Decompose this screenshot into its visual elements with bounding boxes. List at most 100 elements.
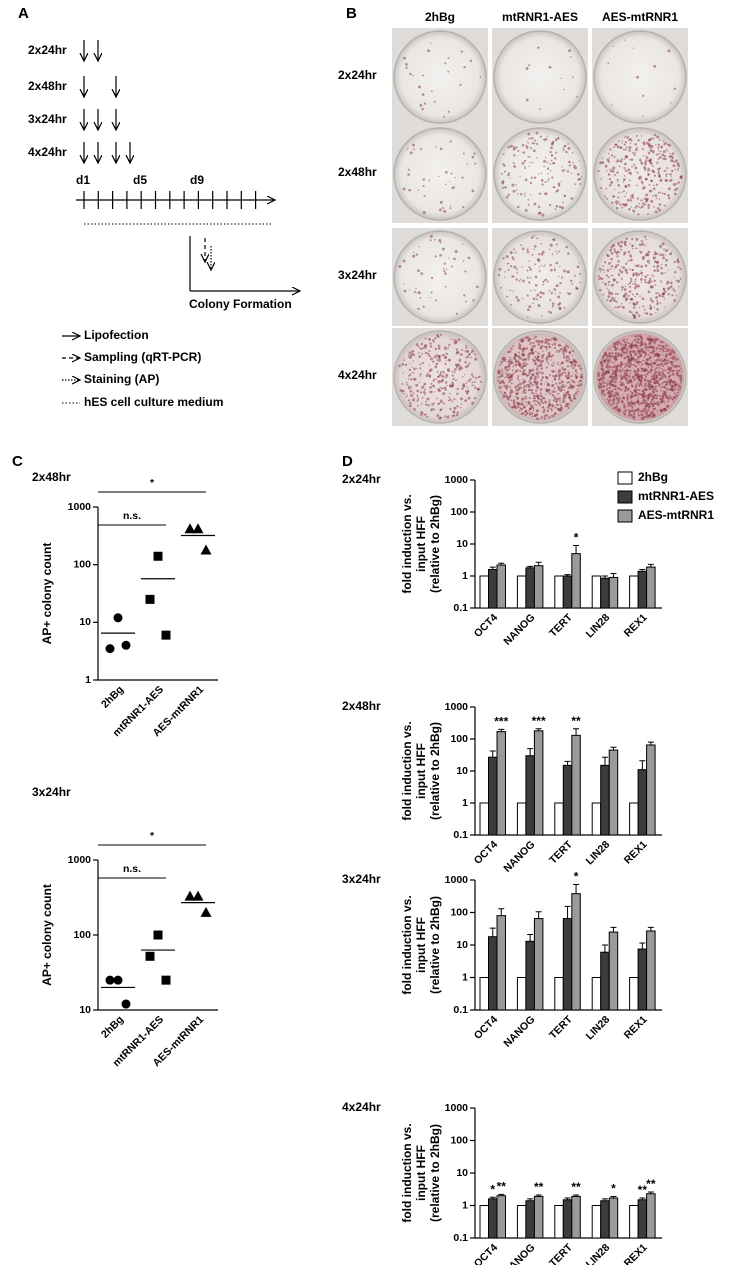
colony <box>659 139 661 141</box>
colony <box>554 379 556 381</box>
colony <box>533 408 534 409</box>
colony <box>532 303 533 304</box>
colony <box>515 296 518 299</box>
colony <box>650 369 653 372</box>
colony <box>654 254 656 256</box>
colony <box>645 159 647 161</box>
colony <box>534 356 536 358</box>
colony <box>527 401 530 404</box>
colony <box>512 406 515 409</box>
colony <box>561 380 564 383</box>
colony <box>553 342 555 344</box>
legend-swatch <box>618 472 632 484</box>
colony <box>413 360 414 361</box>
colony <box>559 397 561 399</box>
colony <box>667 400 669 402</box>
colony <box>444 262 446 264</box>
colony <box>548 346 551 349</box>
significance-label: ** <box>646 1177 656 1191</box>
colony <box>614 251 616 253</box>
y-tick-label: 1000 <box>445 701 469 713</box>
colony <box>536 157 537 158</box>
colony <box>517 375 519 377</box>
colony <box>633 47 634 48</box>
colony <box>615 266 617 268</box>
colony <box>533 149 536 152</box>
colony <box>672 365 675 368</box>
colony <box>651 352 653 354</box>
colony <box>664 205 666 207</box>
colony <box>653 378 656 381</box>
colony <box>629 290 632 293</box>
colony <box>641 282 642 283</box>
colony <box>409 351 412 354</box>
colony <box>519 364 521 366</box>
colony <box>401 363 404 366</box>
colony <box>434 391 435 392</box>
chart-title: 2x48hr <box>32 470 71 484</box>
colony <box>563 397 565 399</box>
colony <box>449 393 451 395</box>
colony <box>428 350 430 352</box>
colony <box>662 254 665 257</box>
colony <box>639 364 640 365</box>
colony <box>453 415 455 417</box>
colony <box>668 144 671 147</box>
colony <box>602 356 604 358</box>
colony <box>505 372 507 374</box>
colony <box>660 409 663 412</box>
colony <box>559 382 561 384</box>
colony <box>420 297 422 299</box>
colony <box>568 49 571 52</box>
colony <box>568 381 570 383</box>
comparison-label: * <box>150 477 155 489</box>
colony <box>646 377 647 378</box>
bar <box>601 765 610 835</box>
colony <box>557 296 560 299</box>
colony <box>630 298 633 301</box>
colony <box>680 175 683 178</box>
colony <box>527 316 529 318</box>
colony <box>423 185 425 187</box>
colony <box>404 360 405 361</box>
colony <box>674 388 676 390</box>
colony <box>608 161 610 163</box>
colony <box>458 359 461 362</box>
colony <box>546 338 548 340</box>
bar <box>647 567 656 608</box>
x-tick-label: 2hBg <box>99 1014 126 1041</box>
colony <box>507 146 510 149</box>
colony <box>563 394 565 396</box>
colony <box>461 403 463 405</box>
colony <box>477 388 480 391</box>
colony <box>650 338 652 340</box>
colony <box>608 372 609 373</box>
colony <box>631 392 634 395</box>
colony <box>658 192 660 194</box>
colony <box>657 265 660 268</box>
colony <box>531 369 534 372</box>
colony <box>505 392 506 393</box>
colony <box>416 368 417 369</box>
colony <box>666 388 669 391</box>
colony <box>654 388 657 391</box>
colony <box>425 414 427 416</box>
colony <box>644 385 646 387</box>
y-tick-label: 100 <box>450 506 468 518</box>
colony <box>415 288 416 289</box>
colony <box>570 172 571 173</box>
colony <box>537 401 539 403</box>
colony <box>532 162 534 164</box>
x-tick-label: OCT4 <box>472 1013 500 1041</box>
colony <box>436 359 438 361</box>
colony <box>637 369 640 372</box>
colony <box>653 280 655 282</box>
colony <box>520 244 522 246</box>
colony <box>645 236 646 237</box>
colony <box>611 169 612 170</box>
colony <box>640 265 643 268</box>
colony <box>634 283 636 285</box>
colony <box>617 306 619 308</box>
colony <box>538 371 541 374</box>
colony <box>666 345 668 347</box>
